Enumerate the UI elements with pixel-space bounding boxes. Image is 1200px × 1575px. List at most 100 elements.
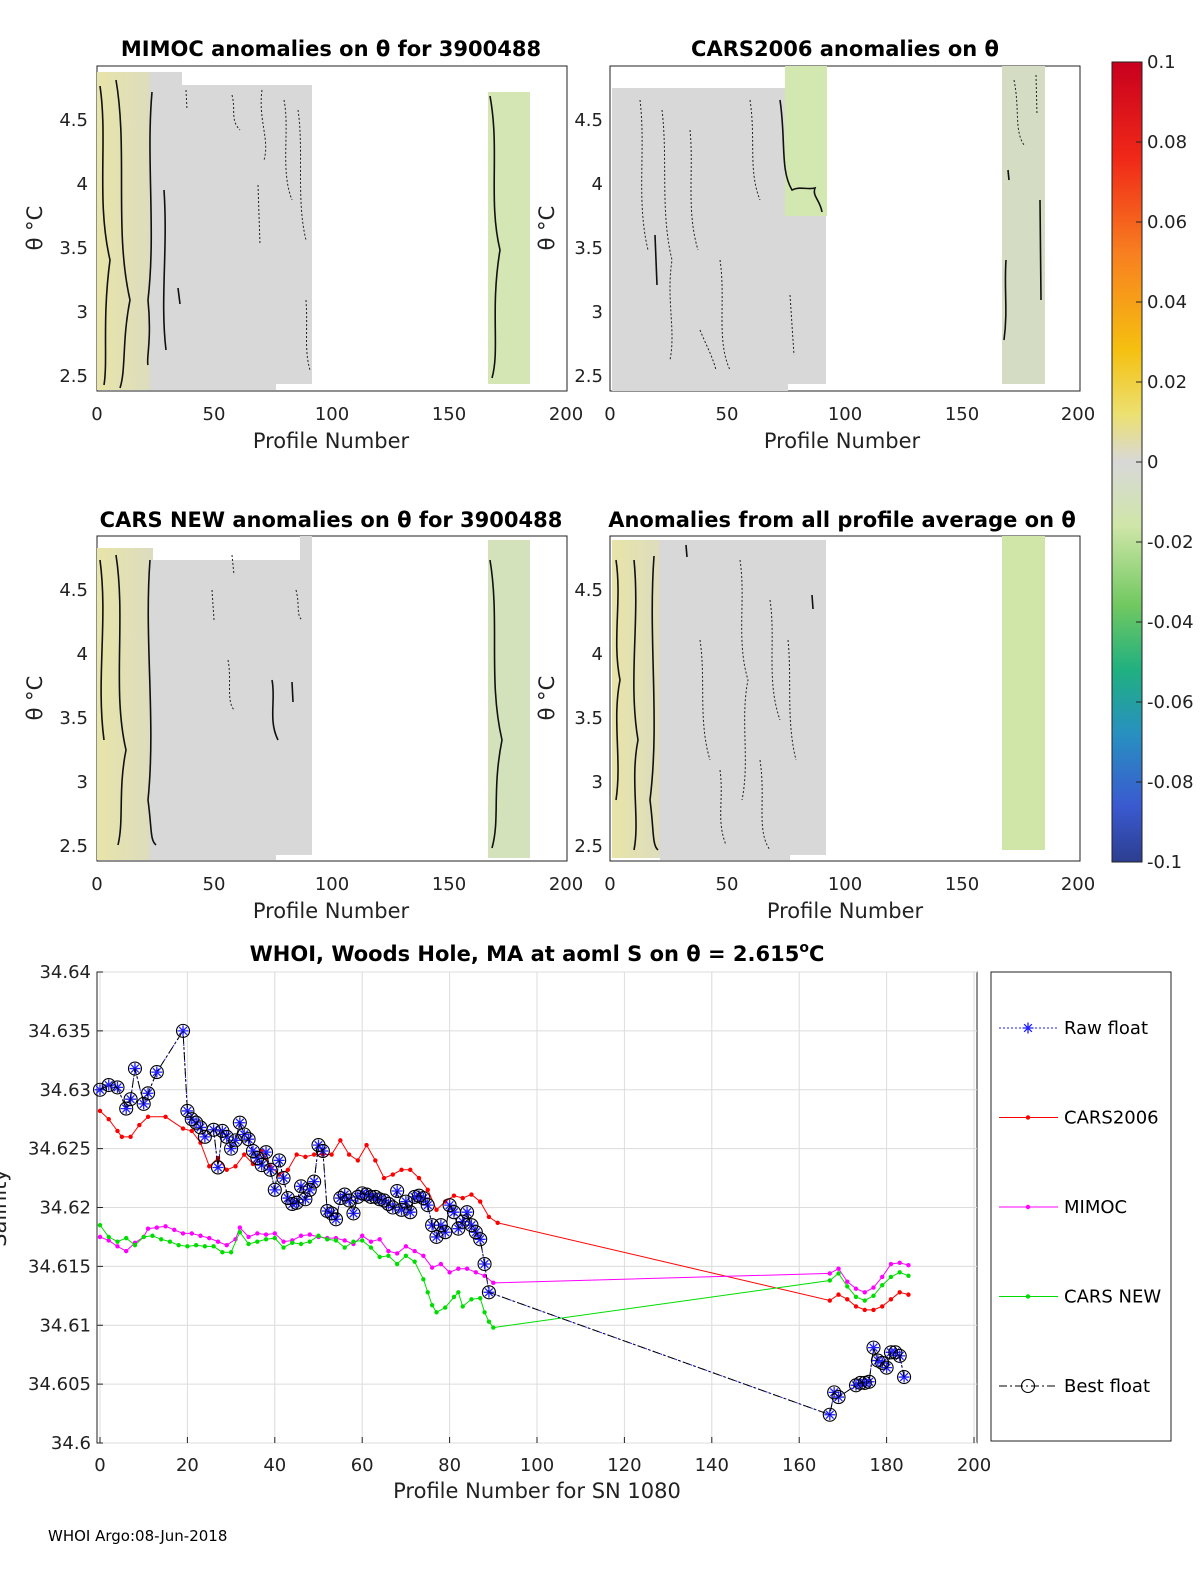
data-point-mimoc (845, 1279, 850, 1284)
data-point-mimoc (853, 1286, 859, 1291)
data-point-cars-new (871, 1293, 876, 1299)
data-point-cars-new (150, 1233, 155, 1238)
data-point-mimoc (115, 1244, 120, 1249)
data-point-cars-new (836, 1271, 841, 1276)
data-point-best-float (394, 1202, 409, 1217)
x-tick: 50 (203, 874, 226, 895)
data-point-best-float (420, 1198, 435, 1213)
data-point-best-float (276, 1171, 291, 1186)
y-tick: 2.5 (574, 836, 603, 857)
data-point-cars2006 (137, 1122, 142, 1128)
y-tick: 2.5 (574, 366, 603, 387)
colorbar-tick-label: -0.04 (1147, 612, 1194, 633)
legend-label: Best float (1064, 1376, 1150, 1397)
x-tick: 100 (315, 404, 349, 425)
data-point-best-float (328, 1212, 344, 1227)
data-point-cars-new (386, 1253, 391, 1258)
data-point-raw-float (850, 1379, 862, 1391)
colorbar-tick-label: 0.1 (1147, 52, 1176, 73)
data-point-best-float (175, 1023, 191, 1038)
data-point-mimoc (272, 1231, 277, 1236)
x-tick-label: 200 (957, 1455, 991, 1476)
panel-title: MIMOC anomalies on θ for 3900488 (121, 37, 541, 61)
data-point-mimoc (172, 1227, 177, 1233)
contour-lines (185, 89, 311, 371)
data-point-cars-new (403, 1253, 409, 1258)
data-point-mimoc (198, 1233, 203, 1238)
y-tick: 3 (77, 302, 88, 323)
anomaly-field (488, 540, 530, 858)
data-point-best-float (141, 1086, 156, 1101)
data-point-cars-new (272, 1235, 277, 1241)
y-tick: 4.5 (59, 580, 88, 601)
y-tick: 3.5 (574, 238, 603, 259)
data-point-best-float (897, 1370, 912, 1385)
data-point-mimoc (97, 1234, 103, 1240)
data-point-best-float (92, 1082, 108, 1097)
data-point-cars2006 (285, 1167, 291, 1173)
legend-item-raw-float: Raw float (999, 1018, 1148, 1039)
data-point-mimoc (438, 1261, 444, 1267)
data-point-mimoc (394, 1251, 400, 1256)
colorbar-tick-label: 0.02 (1147, 372, 1187, 393)
data-point-best-float (307, 1174, 322, 1189)
data-point-raw-float (352, 1191, 364, 1203)
data-point-cars2006 (189, 1128, 194, 1134)
anomaly-field (97, 548, 153, 860)
data-point-best-float (210, 1160, 226, 1175)
data-point-cars2006 (115, 1128, 120, 1134)
y-ticks: 2.5 3 3.5 4 4.5 (59, 110, 88, 387)
colorbar-tick-label: 0.06 (1147, 212, 1187, 233)
data-point-raw-float (435, 1219, 447, 1231)
data-point-cars2006 (416, 1175, 422, 1181)
data-point-cars2006 (871, 1307, 876, 1313)
data-point-best-float (376, 1193, 392, 1208)
data-point-cars-new (906, 1273, 911, 1278)
data-point-best-float (149, 1065, 164, 1080)
y-tick: 4.5 (574, 580, 603, 601)
y-tick-label: 34.6 (51, 1433, 91, 1454)
data-point-cars2006 (303, 1154, 308, 1160)
contour-lines (654, 99, 1042, 341)
x-tick-label: 60 (351, 1455, 374, 1476)
data-point-raw-float (304, 1184, 316, 1196)
data-point-best-float (879, 1360, 894, 1375)
data-point-cars2006 (906, 1292, 911, 1297)
contour-lines (99, 554, 503, 849)
data-point-cars-new (316, 1233, 321, 1238)
legend-label: Raw float (1064, 1018, 1148, 1039)
data-point-raw-float (247, 1145, 259, 1157)
data-point-raw-float (94, 1084, 106, 1096)
data-point-best-float (333, 1191, 348, 1206)
data-point-cars2006 (233, 1164, 238, 1169)
x-axis-label: Profile Number (767, 899, 924, 923)
data-point-cars2006 (163, 1114, 168, 1120)
data-point-cars2006 (862, 1307, 867, 1313)
y-tick: 4 (592, 174, 603, 195)
data-point-mimoc (215, 1239, 221, 1244)
x-tick: 200 (549, 404, 583, 425)
legend-marker (1022, 1022, 1034, 1034)
data-point-cars2006 (346, 1152, 352, 1157)
x-tick-label: 120 (607, 1455, 641, 1476)
contour-lines (699, 559, 797, 851)
data-point-cars2006 (425, 1187, 430, 1193)
data-point-best-float (381, 1196, 396, 1212)
x-tick-label: 160 (782, 1455, 816, 1476)
data-point-cars-new (434, 1310, 439, 1315)
data-point-cars-new (211, 1244, 216, 1249)
data-point-cars2006 (250, 1161, 256, 1167)
data-point-cars2006 (145, 1114, 151, 1120)
data-point-best-float (888, 1345, 903, 1360)
legend-label: CARS2006 (1064, 1108, 1159, 1129)
data-point-best-float (455, 1214, 470, 1229)
x-tick: 0 (604, 404, 615, 425)
data-point-best-float (123, 1092, 138, 1107)
data-point-cars2006 (224, 1167, 229, 1173)
data-point-mimoc (180, 1231, 186, 1236)
legend-items: Raw float CARS2006 MIMOC CARS NEW Best float (999, 1018, 1161, 1397)
data-point-mimoc (237, 1225, 243, 1230)
x-ticks: 0 50 100 150 200 (604, 404, 1095, 425)
data-point-best-float (883, 1345, 899, 1360)
colorbar-tick-label: 0 (1147, 452, 1158, 473)
